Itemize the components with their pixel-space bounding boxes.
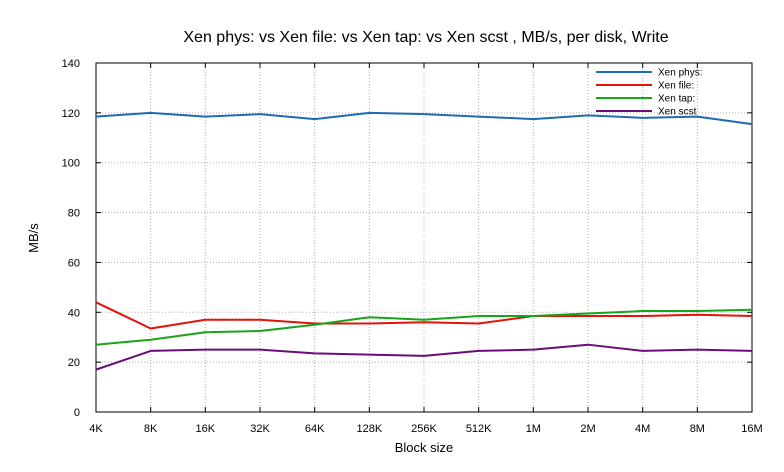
x-tick-label: 2M [580,423,595,435]
legend-label: Xen phys: [658,68,702,79]
y-tick-label: 20 [68,357,80,369]
x-tick-label: 256K [411,423,437,435]
x-tick-label: 4M [635,423,650,435]
x-tick-label: 8K [144,423,158,435]
y-tick-label: 60 [68,257,80,269]
y-axis-label: MB/s [26,223,41,253]
x-tick-label: 4K [89,423,103,435]
y-tick-label: 40 [68,307,80,319]
y-tick-label: 120 [62,108,80,120]
series-lines [95,111,753,371]
legend-label: Xen scst [658,107,697,118]
legend-label: Xen file: [658,81,694,92]
x-axis-label: Block size [395,440,454,455]
grid [96,63,752,412]
x-tick-label: 32K [250,423,270,435]
x-tick-label: 16K [196,423,216,435]
y-tick-label: 100 [62,158,80,170]
axis-ticks: 0 20 40 60 80 100 120 140 4K 8K 16K 32K 64K 128K 256K 5… [62,58,763,435]
x-tick-label: 1M [526,423,541,435]
chart-title: Xen phys: vs Xen file: vs Xen tap: vs Xe… [183,29,668,46]
x-tick-label: 128K [356,423,382,435]
x-tick-label: 8M [690,423,705,435]
x-tick-label: 512K [466,423,492,435]
y-tick-label: 140 [62,58,80,70]
x-tick-label: 64K [305,423,325,435]
series-line-1 [95,111,753,126]
series-line-2 [95,301,753,330]
series-line-3 [95,308,753,346]
series-line-4 [95,343,753,371]
legend-label: Xen tap: [658,94,695,105]
y-tick-label: 0 [74,407,80,419]
legend: Xen phys: Xen file: Xen tap: Xen scst [596,68,702,118]
y-tick-label: 80 [68,208,80,220]
x-tick-label: 16M [741,423,762,435]
